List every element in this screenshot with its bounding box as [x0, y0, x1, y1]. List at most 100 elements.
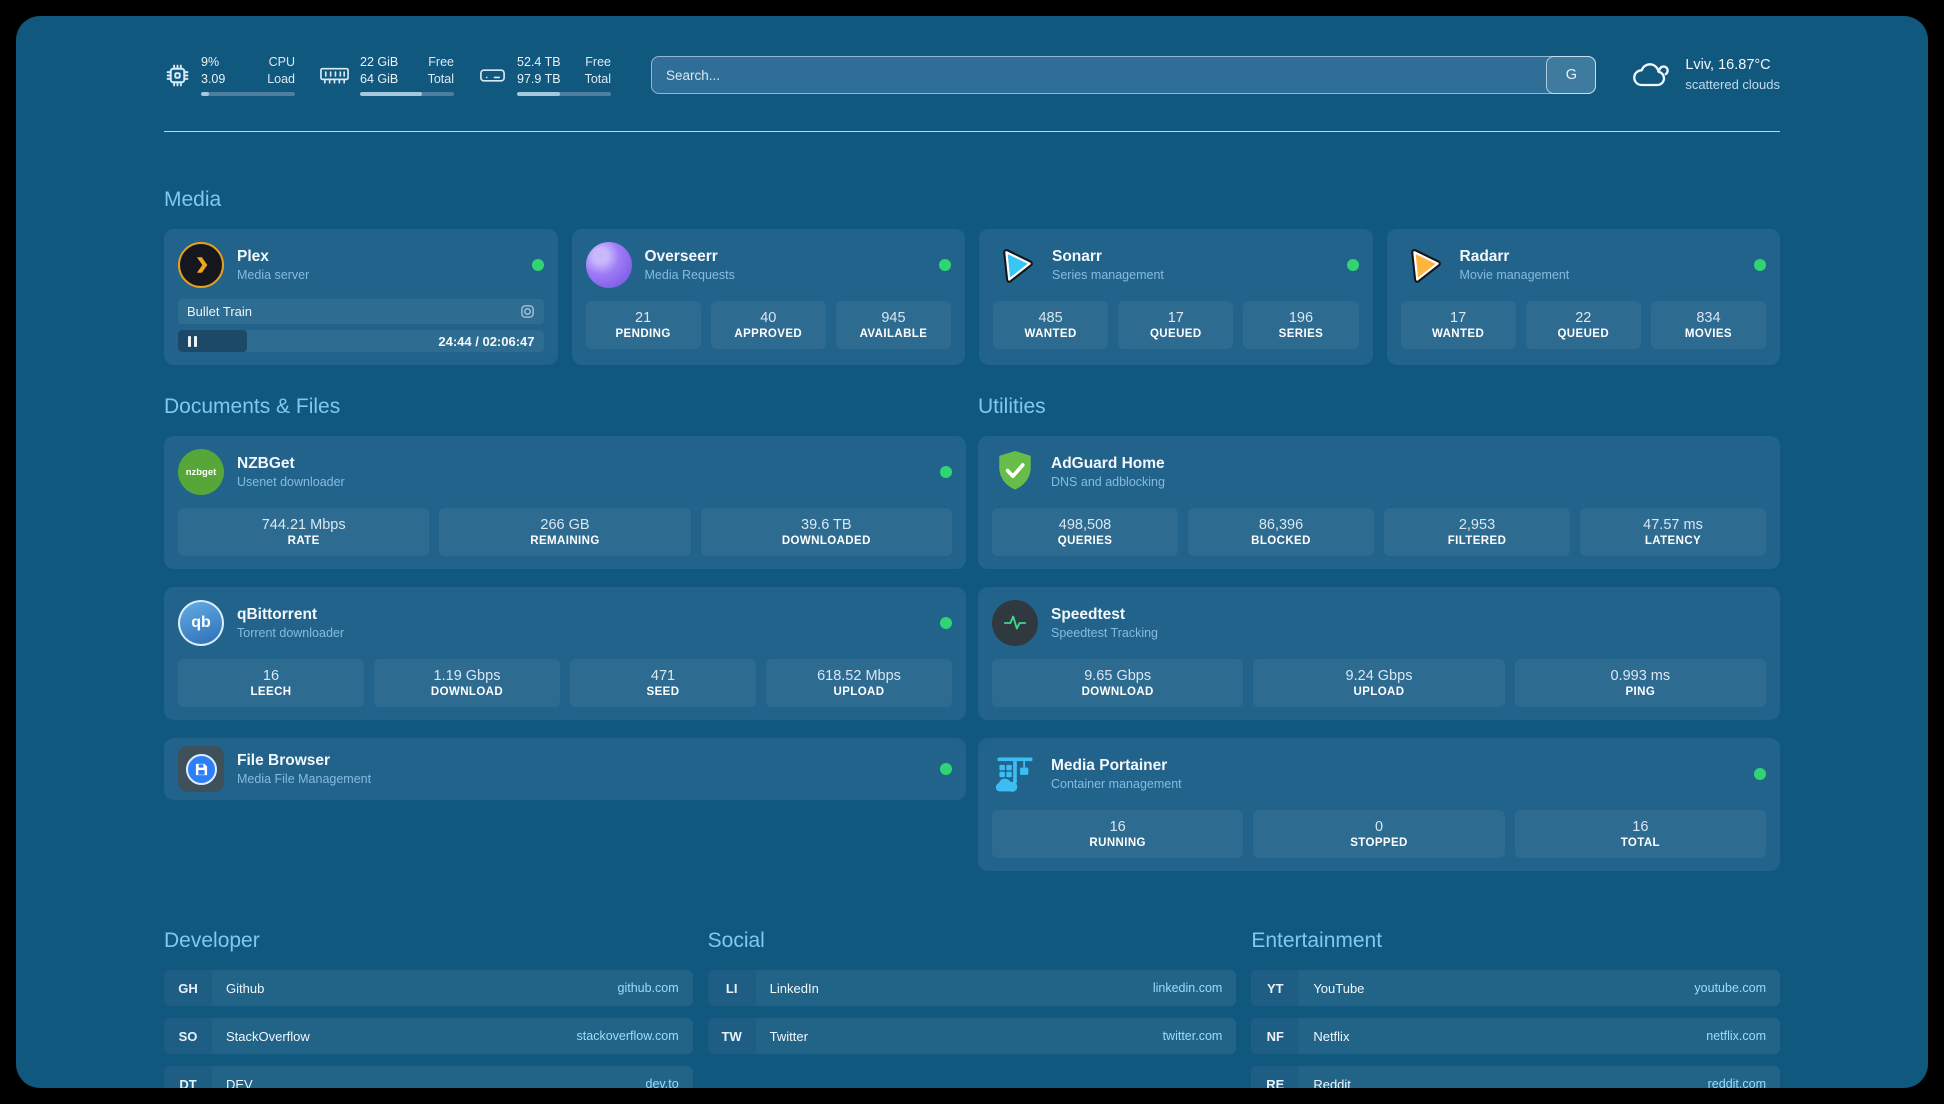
session-settings-icon[interactable]: [520, 304, 535, 319]
stat-label: TOTAL: [1620, 837, 1660, 849]
bookmark-stackoverflow[interactable]: SO StackOverflow stackoverflow.com: [164, 1018, 693, 1054]
overseerr-status-dot: [939, 259, 951, 271]
pause-icon[interactable]: [188, 335, 197, 347]
stat-value: 834: [1696, 310, 1721, 326]
card-sonarr[interactable]: Sonarr Series management 485 WANTED 17 Q…: [979, 229, 1373, 365]
bookmark-abbr: DT: [164, 1066, 212, 1088]
bookmark-linkedin[interactable]: LI LinkedIn linkedin.com: [707, 970, 1237, 1006]
stat-value: 498,508: [1058, 517, 1112, 533]
bookmark-abbr: TW: [707, 1018, 756, 1054]
nzbget-stats: 744.21 Mbps RATE 266 GB REMAINING 39.6 T…: [178, 508, 952, 556]
search-input[interactable]: [651, 56, 1597, 94]
stat-tile: 0 STOPPED: [1253, 810, 1505, 858]
plex-now-playing: Bullet Train: [187, 304, 253, 319]
filebrowser-titles: File Browser Media File Management: [237, 751, 371, 788]
stat-label: DOWNLOADED: [781, 535, 871, 547]
cpu-values: 9% 3.09: [201, 54, 225, 87]
card-plex[interactable]: Plex Media server Bullet Train 24:44 / 0…: [164, 229, 558, 365]
sonarr-subtitle: Series management: [1052, 267, 1164, 282]
stat-value: 9.24 Gbps: [1345, 668, 1413, 684]
bookmark-name: Twitter: [769, 1028, 808, 1044]
plex-head: Plex Media server: [178, 242, 544, 288]
stat-value: 21: [635, 310, 652, 326]
card-qbittorrent[interactable]: qb qBittorrent Torrent downloader 16 LEE…: [164, 587, 966, 720]
memory-stat: 22 GiB 64 GiB Free Total: [319, 54, 454, 96]
qbittorrent-subtitle: Torrent downloader: [237, 625, 345, 640]
stat-label: MOVIES: [1684, 328, 1732, 340]
bookmark-name: Github: [226, 980, 265, 996]
bookmarks-grid: Developer GH Github github.com SO StackO…: [164, 929, 1780, 1088]
cpu-load-value: 3.09: [201, 71, 226, 86]
section-title-media: Media: [164, 188, 222, 211]
qbittorrent-title: qBittorrent: [237, 605, 318, 623]
card-overseerr[interactable]: Overseerr Media Requests 21 PENDING 40 A…: [571, 229, 965, 365]
bookmark-url: dev.to: [645, 1077, 679, 1088]
stat-tile: 0.993 ms PING: [1514, 659, 1766, 707]
plex-playback-time: 24:44 / 02:06:47: [438, 333, 535, 349]
bookmark-youtube[interactable]: YT YouTube youtube.com: [1251, 970, 1780, 1006]
bookmark-url: stackoverflow.com: [576, 1029, 679, 1043]
bookmark-reddit[interactable]: RE Reddit reddit.com: [1251, 1066, 1780, 1088]
card-radarr[interactable]: Radarr Movie management 17 WANTED 22 QUE…: [1386, 229, 1780, 365]
portainer-title: Media Portainer: [1051, 756, 1168, 774]
card-adguard[interactable]: AdGuard Home DNS and adblocking 498,508 …: [978, 436, 1780, 569]
disk-icon: [478, 64, 507, 87]
portainer-titles: Media Portainer Container management: [1051, 756, 1182, 793]
card-portainer[interactable]: Media Portainer Container management 16 …: [978, 738, 1780, 871]
portainer-subtitle: Container management: [1051, 776, 1182, 791]
memory-label-1: Free: [428, 55, 454, 70]
stat-label: DOWNLOAD: [1081, 686, 1154, 698]
qbittorrent-icon-text: qb: [191, 614, 211, 631]
cpu-usage-value: 9%: [201, 55, 220, 70]
card-filebrowser[interactable]: File Browser Media File Management: [164, 738, 966, 800]
overseerr-icon: [585, 242, 632, 288]
stat-tile: 618.52 Mbps UPLOAD: [766, 659, 952, 707]
stat-tile: 16 LEECH: [178, 659, 364, 707]
bookmark-body: DEV dev.to: [212, 1066, 693, 1088]
bookmark-twitter[interactable]: TW Twitter twitter.com: [707, 1018, 1237, 1054]
plex-title: Plex: [237, 247, 269, 265]
adguard-titles: AdGuard Home DNS and adblocking: [1051, 454, 1165, 491]
stat-label: UPLOAD: [1353, 686, 1405, 698]
filebrowser-status-dot: [940, 763, 952, 775]
bookmark-body: Reddit reddit.com: [1299, 1066, 1780, 1088]
disk-stat-body: 52.4 TB 97.9 TB Free Total: [517, 54, 611, 96]
bookmark-body: StackOverflow stackoverflow.com: [212, 1018, 693, 1054]
stat-tile: 16 TOTAL: [1514, 810, 1766, 858]
sonarr-status-dot: [1346, 259, 1359, 271]
qbittorrent-stats: 16 LEECH 1.19 Gbps DOWNLOAD 471 SEED 618…: [178, 659, 952, 707]
bookmark-abbr: LI: [707, 970, 756, 1006]
card-nzbget[interactable]: nzbget NZBGet Usenet downloader 744.21 M…: [164, 436, 966, 569]
bookmark-netflix[interactable]: NF Netflix netflix.com: [1251, 1018, 1780, 1054]
adguard-icon: [992, 449, 1038, 495]
filebrowser-head: File Browser Media File Management: [178, 746, 952, 792]
bookmark-dev[interactable]: DT DEV dev.to: [164, 1066, 693, 1088]
stat-value: 2,953: [1458, 517, 1496, 533]
nzbget-status-dot: [940, 466, 952, 478]
stat-tile: 1.19 Gbps DOWNLOAD: [374, 659, 560, 707]
bookmark-github[interactable]: GH Github github.com: [164, 970, 693, 1006]
stat-value: 16: [262, 668, 280, 684]
sonarr-stats: 485 WANTED 17 QUEUED 196 SERIES: [993, 301, 1359, 349]
stat-label: APPROVED: [734, 328, 803, 340]
nzbget-titles: NZBGet Usenet downloader: [237, 454, 345, 491]
plex-progress-bar[interactable]: 24:44 / 02:06:47: [178, 330, 544, 352]
section-title-utilities: Utilities: [978, 395, 1046, 418]
dashboard: 9% 3.09 CPU Load: [16, 16, 1928, 1088]
bookmark-name: YouTube: [1313, 980, 1365, 996]
filebrowser-title: File Browser: [237, 751, 331, 769]
bookmark-body: Github github.com: [212, 970, 693, 1006]
cpu-progress-bar: [201, 91, 295, 96]
search-engine-button[interactable]: G: [1546, 56, 1597, 94]
memory-total-value: 64 GiB: [360, 71, 399, 86]
section-title-entertainment: Entertainment: [1251, 929, 1383, 952]
card-speedtest[interactable]: Speedtest Speedtest Tracking 9.65 Gbps D…: [978, 587, 1780, 720]
bookmark-name: Netflix: [1313, 1028, 1350, 1044]
stat-value: 9.65 Gbps: [1084, 668, 1152, 684]
sonarr-head: Sonarr Series management: [993, 242, 1359, 288]
radarr-titles: Radarr Movie management: [1460, 247, 1570, 284]
overseerr-titles: Overseerr Media Requests: [645, 247, 735, 284]
stat-label: QUERIES: [1057, 535, 1113, 547]
stat-label: REMAINING: [530, 535, 600, 547]
qbittorrent-titles: qBittorrent Torrent downloader: [237, 605, 344, 642]
